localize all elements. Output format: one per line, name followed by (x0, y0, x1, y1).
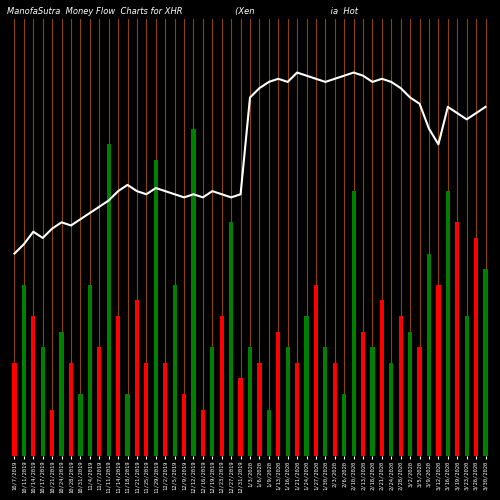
Text: ManofaSutra  Money Flow  Charts for XHR                    (Xen                 : ManofaSutra Money Flow Charts for XHR (X… (7, 7, 358, 16)
Bar (323, 347, 328, 457)
Bar (408, 332, 412, 456)
Bar (40, 347, 45, 457)
Bar (436, 285, 440, 456)
Bar (229, 222, 234, 456)
Bar (398, 316, 403, 456)
Bar (210, 347, 214, 457)
Bar (172, 285, 177, 456)
Bar (314, 285, 318, 456)
Bar (342, 394, 346, 456)
Bar (116, 316, 120, 456)
Bar (464, 316, 469, 456)
Bar (352, 191, 356, 456)
Bar (258, 363, 262, 456)
Bar (332, 363, 337, 456)
Bar (154, 160, 158, 456)
Bar (370, 347, 374, 457)
Bar (474, 238, 478, 456)
Bar (418, 347, 422, 457)
Bar (248, 347, 252, 457)
Bar (69, 363, 73, 456)
Bar (144, 363, 148, 456)
Bar (78, 394, 82, 456)
Bar (276, 332, 280, 456)
Bar (220, 316, 224, 456)
Bar (126, 394, 130, 456)
Bar (389, 363, 394, 456)
Bar (484, 269, 488, 456)
Bar (182, 394, 186, 456)
Bar (304, 316, 308, 456)
Bar (361, 332, 365, 456)
Bar (106, 144, 111, 457)
Bar (286, 347, 290, 457)
Bar (427, 254, 431, 456)
Bar (50, 410, 54, 457)
Bar (455, 222, 460, 456)
Bar (88, 285, 92, 456)
Bar (201, 410, 205, 457)
Bar (22, 285, 26, 456)
Bar (135, 300, 139, 456)
Bar (380, 300, 384, 456)
Bar (295, 363, 299, 456)
Bar (266, 410, 271, 457)
Bar (192, 128, 196, 456)
Bar (31, 316, 36, 456)
Bar (60, 332, 64, 456)
Bar (446, 191, 450, 456)
Bar (97, 347, 102, 457)
Bar (163, 363, 168, 456)
Bar (238, 378, 242, 456)
Bar (12, 363, 16, 456)
